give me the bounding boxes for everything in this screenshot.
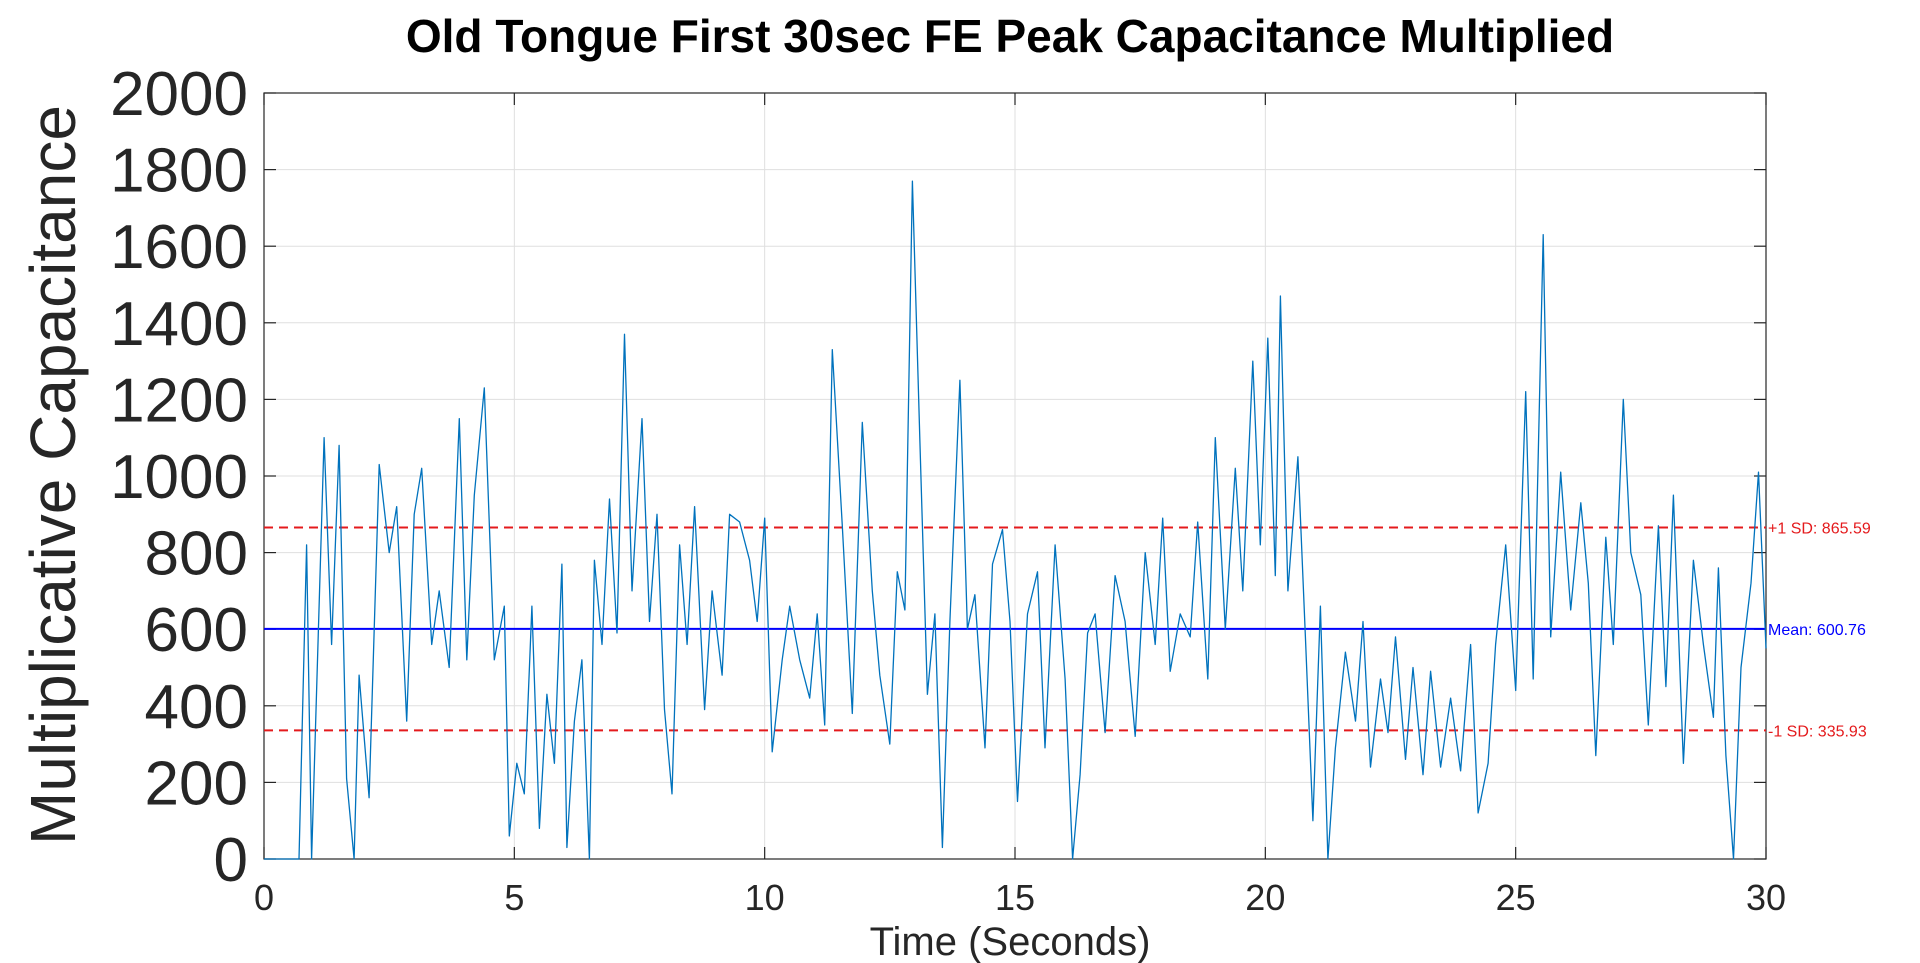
y-tick-labels: 0 200 400 600 800 1000 1200 1400 1600 1800 2000: [110, 60, 248, 895]
y-tick-label: 1000: [110, 443, 248, 512]
x-tick-label: 20: [1245, 877, 1285, 918]
reference-line-label: +1 SD: 865.59: [1768, 520, 1871, 537]
y-tick-label: 400: [145, 673, 248, 742]
y-tick-label: 600: [145, 596, 248, 665]
y-axis-label: Multiplicative Capacitance: [17, 105, 89, 845]
x-tick-label: 10: [745, 877, 785, 918]
x-tick-label: 5: [504, 877, 524, 918]
x-tick-label: 25: [1496, 877, 1536, 918]
y-tick-label: 1800: [110, 137, 248, 206]
y-tick-label: 2000: [110, 60, 248, 129]
reference-line-labels: +1 SD: 865.59 Mean: 600.76 -1 SD: 335.93: [1768, 520, 1871, 740]
tick-marks: [263, 92, 1767, 860]
chart-title: Old Tongue First 30sec FE Peak Capacitan…: [406, 10, 1614, 62]
x-tick-labels: 0 5 10 15 20 25 30: [254, 877, 1786, 918]
x-axis-label: Time (Seconds): [870, 920, 1151, 963]
x-tick-label: 30: [1746, 877, 1786, 918]
y-tick-label: 1400: [110, 290, 248, 359]
y-tick-label: 1200: [110, 366, 248, 435]
y-tick-label: 800: [145, 520, 248, 589]
reference-line-label: Mean: 600.76: [1768, 622, 1866, 639]
reference-line-label: -1 SD: 335.93: [1768, 723, 1867, 740]
x-tick-label: 0: [254, 877, 274, 918]
x-tick-label: 15: [995, 877, 1035, 918]
series-line: [264, 180, 1767, 860]
y-tick-label: 0: [214, 826, 248, 895]
y-tick-label: 1600: [110, 213, 248, 282]
y-tick-label: 200: [145, 749, 248, 818]
